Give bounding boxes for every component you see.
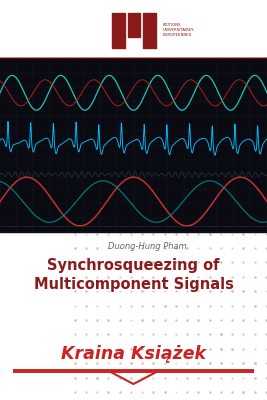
Text: Duong-Hung Pham: Duong-Hung Pham xyxy=(108,242,187,251)
Text: EDITIONS
UNIVERSITAIRES
EUROPEENNES: EDITIONS UNIVERSITAIRES EUROPEENNES xyxy=(163,23,194,37)
Bar xyxy=(0,58,267,232)
Bar xyxy=(128,13,140,37)
Bar xyxy=(112,13,125,48)
Text: Kraina Książek: Kraina Książek xyxy=(61,345,206,363)
Bar xyxy=(143,13,156,48)
Text: Synchrosqueezing of
Multicomponent Signals: Synchrosqueezing of Multicomponent Signa… xyxy=(34,258,233,292)
